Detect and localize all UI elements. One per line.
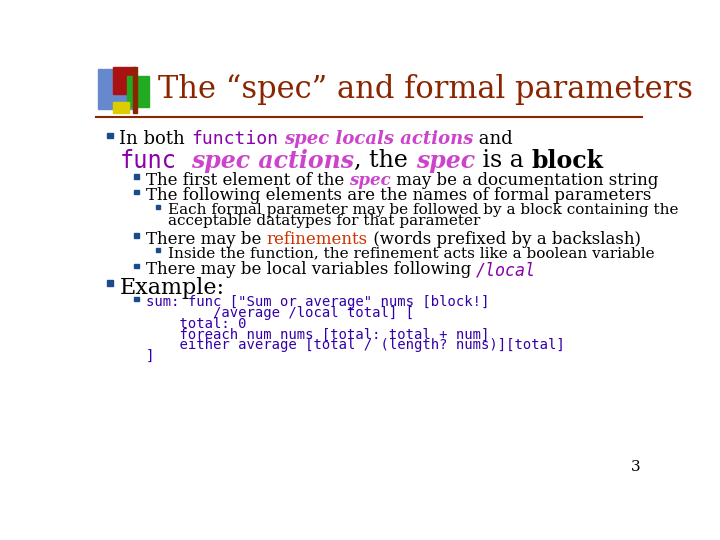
Text: ]: ] [145, 349, 154, 363]
Bar [107, 280, 113, 286]
Text: The “spec” and formal parameters: The “spec” and formal parameters [158, 74, 693, 105]
Text: acceptable datatypes for that parameter: acceptable datatypes for that parameter [168, 214, 480, 228]
Text: /average /local total] [: /average /local total] [ [145, 306, 414, 320]
Text: There may be local variables following: There may be local variables following [145, 261, 477, 279]
Bar [134, 264, 139, 268]
Bar [156, 248, 160, 252]
Bar [98, 69, 135, 109]
Text: func: func [120, 148, 176, 173]
Text: The following elements are the names of formal parameters: The following elements are the names of … [145, 187, 651, 204]
Text: /local: /local [477, 261, 536, 279]
Text: The first element of the: The first element of the [145, 172, 349, 189]
Text: total: 0: total: 0 [145, 317, 246, 331]
Text: Each formal parameter may be followed by a block containing the: Each formal parameter may be followed by… [168, 202, 678, 217]
Text: (words prefixed by a backslash): (words prefixed by a backslash) [367, 231, 641, 247]
Bar [134, 190, 139, 194]
Text: Inside the function, the refinement acts like a boolean variable: Inside the function, the refinement acts… [168, 246, 654, 260]
Text: block: block [531, 148, 603, 173]
Text: There may be: There may be [145, 231, 266, 247]
Text: spec: spec [349, 172, 391, 189]
Bar [107, 132, 113, 138]
Bar [133, 67, 138, 113]
Bar [113, 102, 129, 112]
Text: sum: func ["Sum or average" nums [block!]: sum: func ["Sum or average" nums [block!… [145, 295, 489, 309]
Text: foreach num nums [total: total + num]: foreach num nums [total: total + num] [145, 328, 489, 342]
Bar [134, 297, 139, 301]
Text: In both: In both [120, 130, 191, 148]
Text: refinements: refinements [266, 231, 367, 247]
Text: Example:: Example: [120, 277, 225, 299]
Text: spec actions: spec actions [192, 148, 354, 173]
Bar [127, 76, 149, 107]
Bar [134, 233, 139, 238]
Bar [134, 174, 139, 179]
Text: , the: , the [354, 148, 416, 172]
Text: 3: 3 [631, 461, 640, 475]
Text: either average [total / (length? nums)][total]: either average [total / (length? nums)][… [145, 339, 564, 353]
Text: function: function [191, 130, 278, 148]
Text: spec locals actions: spec locals actions [284, 130, 473, 148]
Bar [156, 205, 160, 209]
Text: and: and [473, 130, 513, 148]
Text: is a: is a [475, 148, 531, 172]
Bar [113, 67, 135, 94]
Text: spec: spec [416, 148, 475, 173]
Text: may be a documentation string: may be a documentation string [391, 172, 658, 189]
